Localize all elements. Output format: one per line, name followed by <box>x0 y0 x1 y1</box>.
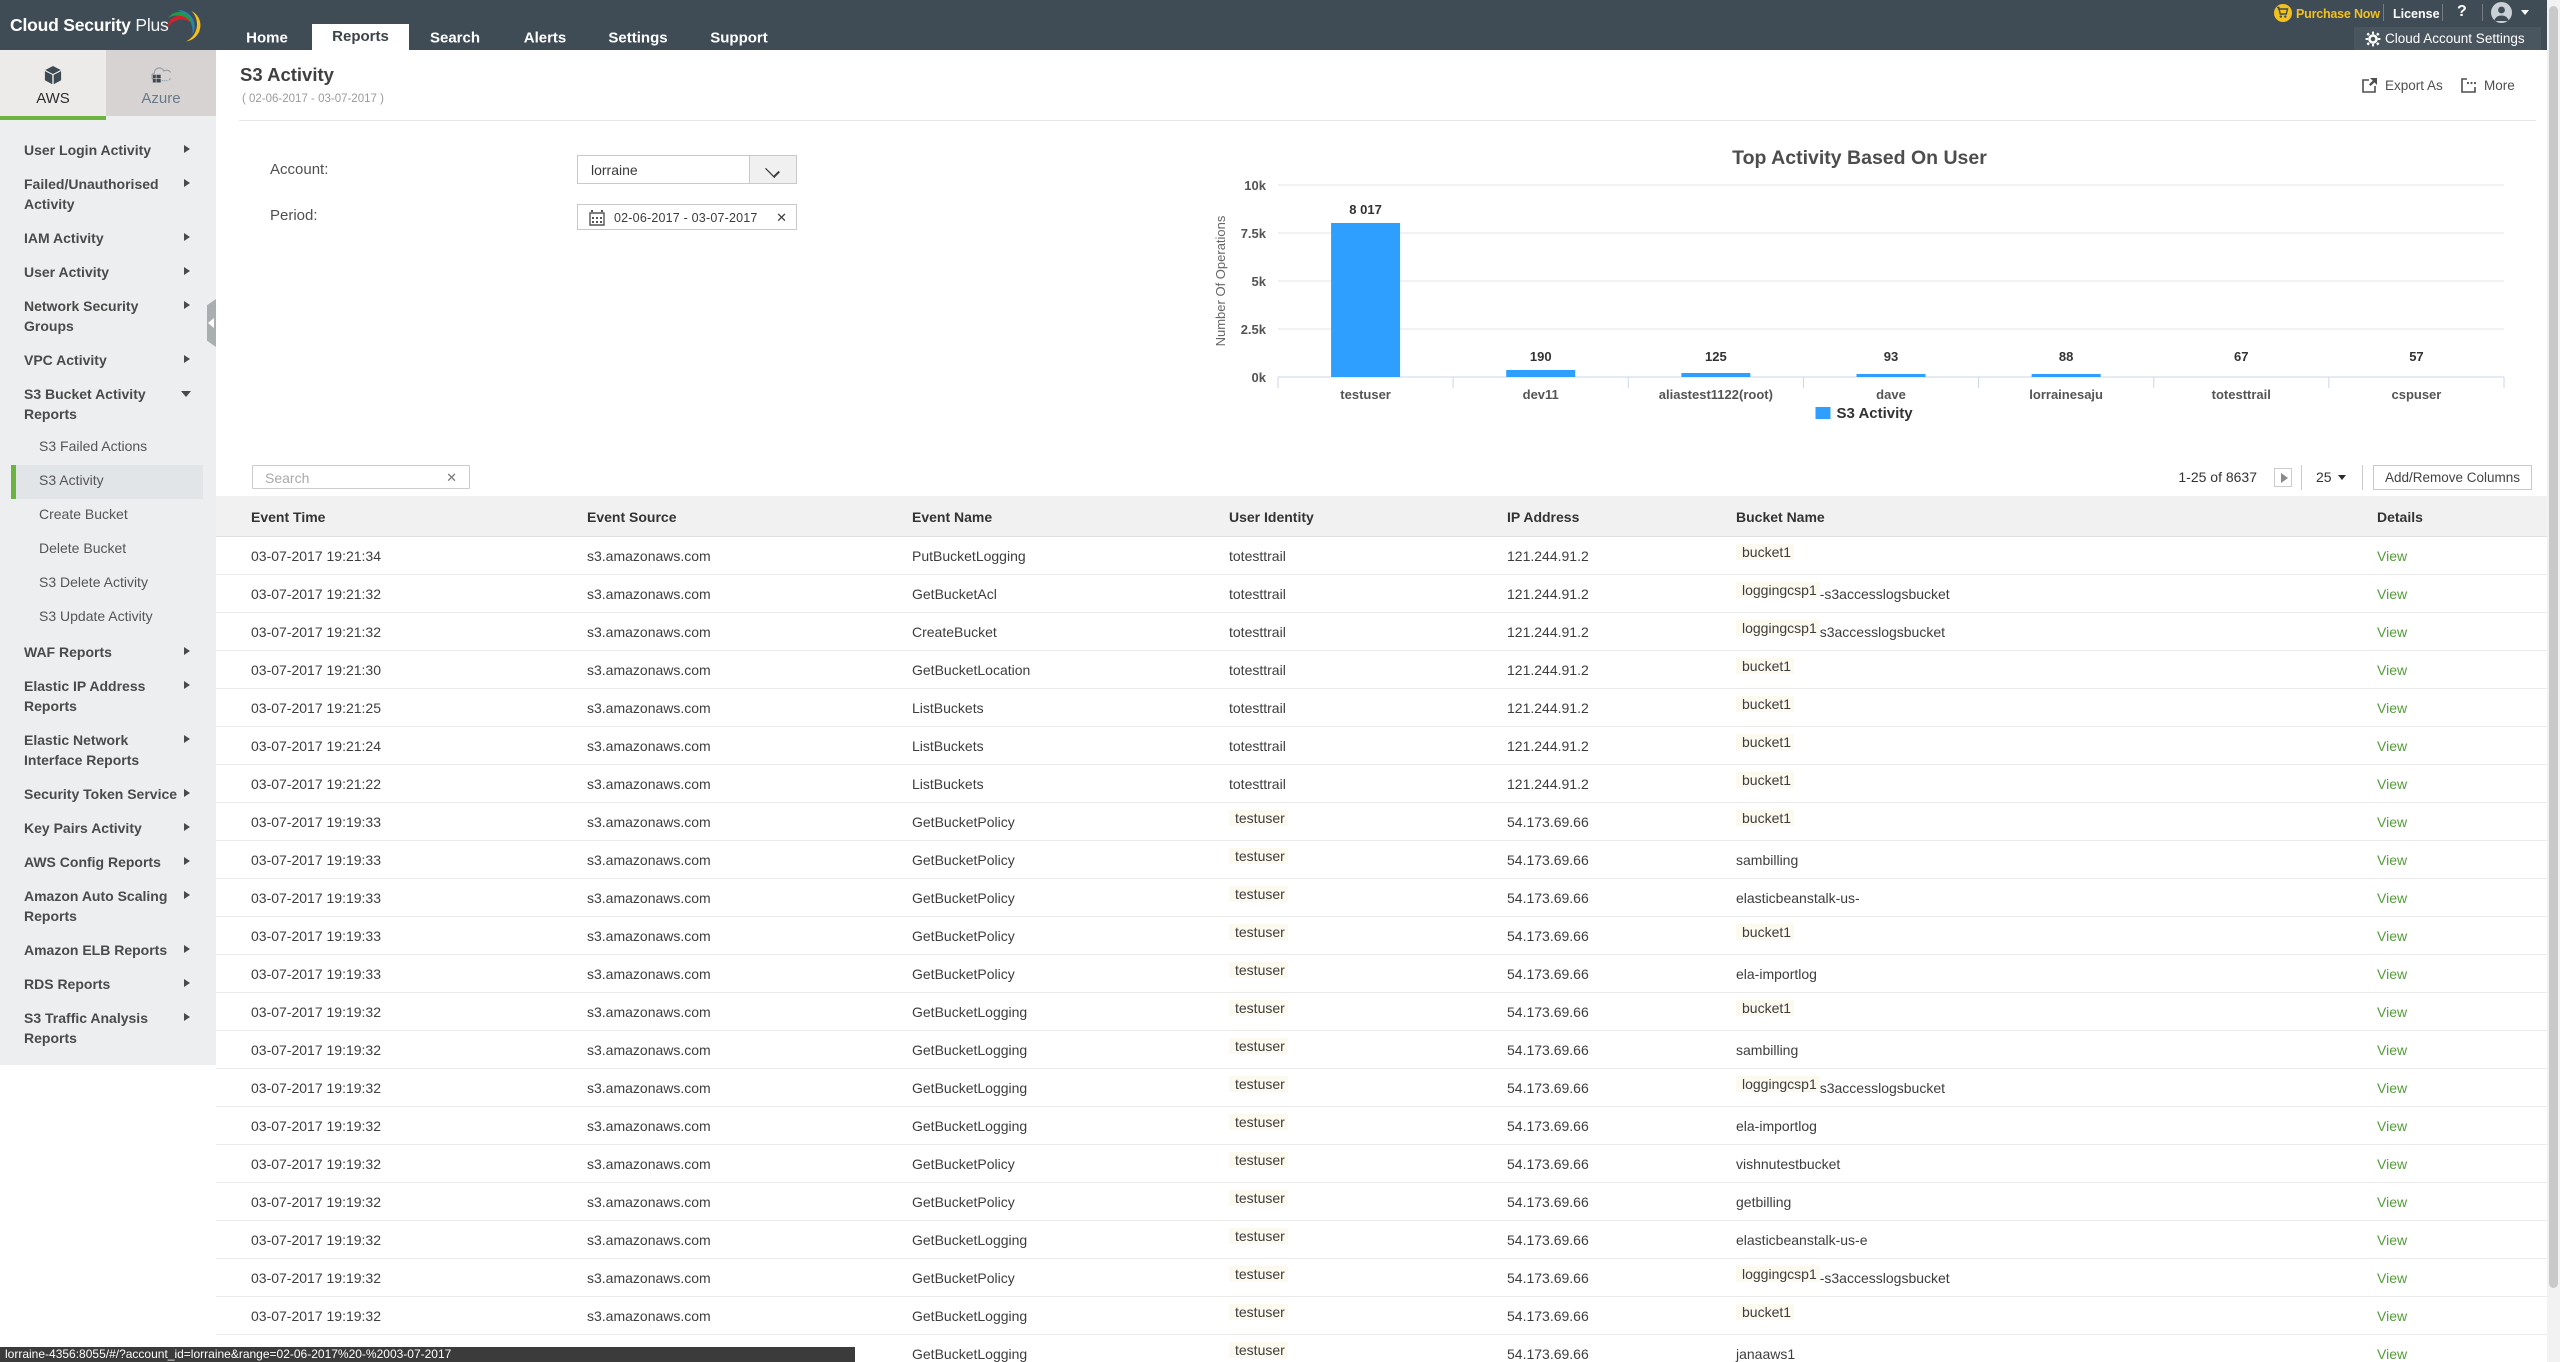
svg-text:cspuser: cspuser <box>2391 387 2441 402</box>
svg-text:testuser: testuser <box>1340 387 1391 402</box>
svg-text:93: 93 <box>1884 349 1898 364</box>
svg-text:totesttrail: totesttrail <box>2212 387 2271 402</box>
svg-text:2.5k: 2.5k <box>1241 322 1267 337</box>
svg-text:190: 190 <box>1530 349 1552 364</box>
svg-text:Top Activity Based On User: Top Activity Based On User <box>1732 147 1987 169</box>
svg-text:7.5k: 7.5k <box>1241 226 1267 241</box>
svg-text:10k: 10k <box>1244 178 1266 193</box>
svg-text:dave: dave <box>1876 387 1906 402</box>
svg-text:0k: 0k <box>1252 370 1267 385</box>
svg-text:5k: 5k <box>1252 274 1267 289</box>
svg-text:S3 Activity: S3 Activity <box>1837 405 1914 422</box>
svg-text:aliastest1122(root): aliastest1122(root) <box>1659 387 1773 402</box>
svg-text:8 017: 8 017 <box>1349 202 1382 217</box>
svg-text:57: 57 <box>2409 349 2423 364</box>
svg-text:125: 125 <box>1705 349 1727 364</box>
svg-text:Number Of Operations: Number Of Operations <box>1213 215 1228 346</box>
svg-text:dev11: dev11 <box>1523 387 1559 402</box>
svg-text:lorrainesaju: lorrainesaju <box>2029 387 2103 402</box>
svg-text:67: 67 <box>2234 349 2248 364</box>
svg-text:88: 88 <box>2059 349 2073 364</box>
